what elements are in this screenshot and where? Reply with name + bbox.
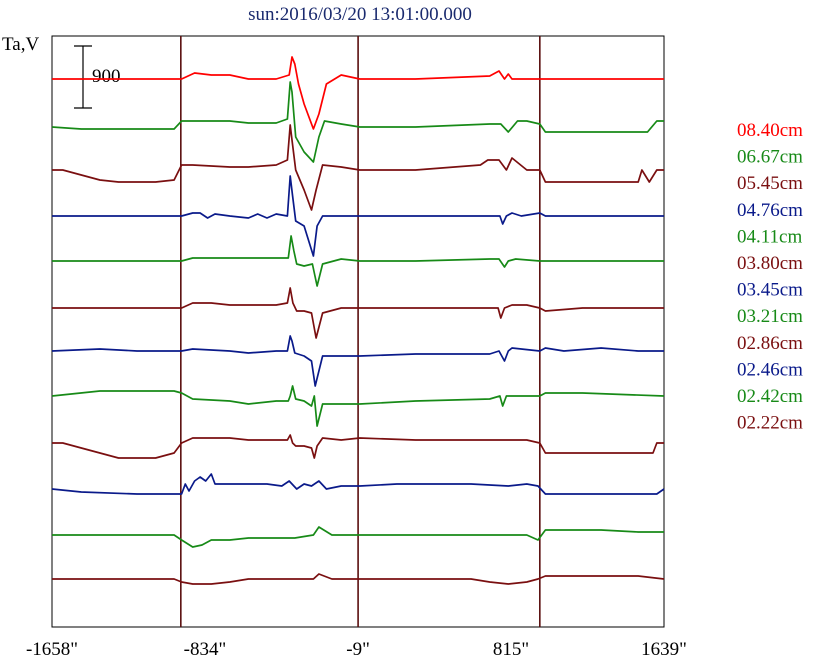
x-tick-label-4: 1639" (641, 639, 687, 660)
scale-bar-label: 900 (92, 66, 121, 87)
legend-entry-05-45cm: 05.45cm (737, 173, 803, 194)
legend-entry-02-46cm: 02.46cm (737, 359, 803, 380)
x-tick-label-3: 815" (493, 639, 529, 660)
y-axis-label: Ta,V (2, 34, 39, 55)
legend-entry-03-21cm: 03.21cm (737, 306, 803, 327)
legend-entry-02-22cm: 02.22cm (737, 413, 803, 434)
series-line-02-42cm (52, 526, 664, 548)
series-line-08-40cm (52, 56, 664, 130)
legend-entry-03-45cm: 03.45cm (737, 280, 803, 301)
x-tick-label-2: -9" (346, 639, 370, 660)
series-traces (51, 56, 665, 585)
legend-entry-04-76cm: 04.76cm (737, 200, 803, 221)
legend-entry-03-80cm: 03.80cm (737, 253, 803, 274)
legend-entry-08-40cm: 08.40cm (737, 120, 803, 141)
series-line-04-76cm (52, 175, 664, 257)
series-line-04-11cm (52, 235, 664, 287)
legend-entry-04-11cm: 04.11cm (737, 226, 802, 247)
x-tick-label-0: -1658" (26, 639, 78, 660)
legend-entry-06-67cm: 06.67cm (737, 147, 803, 168)
legend-entry-02-42cm: 02.42cm (737, 386, 803, 407)
series-line-02-22cm (52, 573, 665, 585)
series-line-06-67cm (51, 81, 664, 163)
scale-bar: 900 (74, 45, 121, 109)
vertical-markers (180, 36, 541, 627)
x-tick-labels: -1658" -834" -9" 815" 1639" (26, 639, 687, 660)
legend-entry-02-86cm: 02.86cm (737, 333, 803, 354)
series-line-05-45cm (52, 124, 664, 211)
chart-title: sun:2016/03/20 13:01:00.000 (248, 4, 472, 25)
series-line-03-21cm (51, 385, 665, 427)
x-tick-label-1: -834" (184, 639, 227, 660)
series-line-02-46cm (51, 473, 665, 495)
series-line-03-45cm (51, 335, 664, 387)
series-line-02-86cm (52, 434, 664, 459)
legend: 08.40cm 06.67cm 05.45cm 04.76cm 04.11cm 03.80… (737, 120, 803, 434)
series-line-03-80cm (52, 287, 664, 339)
